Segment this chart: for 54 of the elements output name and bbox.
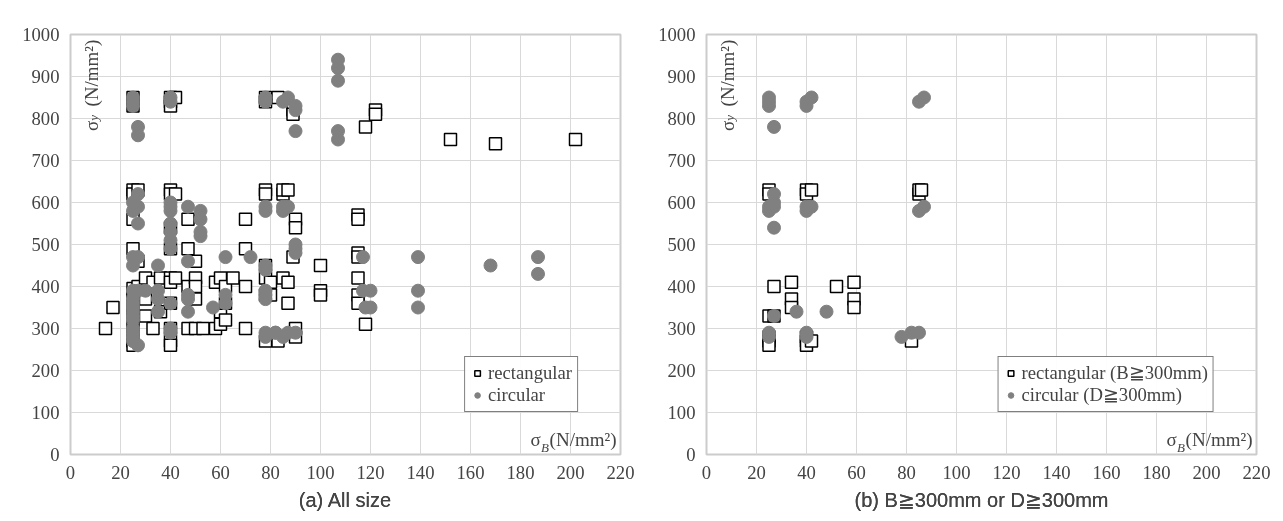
x-tick-label: 0 [701,461,712,483]
y-tick-label: 500 [667,234,696,255]
y-tick-label: 400 [31,276,60,297]
x-tick-label: 60 [211,461,230,483]
y-tick-label: 900 [667,66,696,87]
y-tick-label: 700 [31,150,60,171]
y-tick-label: 1000 [22,24,60,45]
y-tick-label: 200 [667,360,696,381]
x-tick-label: 20 [111,461,130,483]
x-tick-label: 220 [606,461,635,483]
x-tick-label: 140 [406,461,435,483]
x-tick-label: 200 [556,461,585,483]
y-tick-label: 300 [667,318,696,339]
x-tick-label: 40 [797,461,816,483]
x-tick-label: 180 [506,461,535,483]
y-tick-label: 0 [50,444,60,465]
x-tick-label: 160 [456,461,485,483]
y-tick-label: 100 [667,402,696,423]
x-tick-label: 60 [847,461,866,483]
x-tick-label: 220 [1242,461,1271,483]
y-tick-label: 1000 [658,24,696,45]
y-tick-label: 600 [31,192,60,213]
x-tick-label: 100 [306,461,335,483]
legend-label: rectangular (B≧300mm) [1021,362,1208,384]
text: (b) B≧300mm or D≧300mm [854,488,1109,511]
x-tick-label: 20 [747,461,766,483]
y-tick-label: 900 [31,66,60,87]
text: (a) All size [298,488,392,511]
y-axis-title: σy (N/mm²) [80,39,103,132]
y-tick-label: 200 [31,360,60,381]
x-tick-label: 80 [897,461,916,483]
x-tick-label: 200 [1192,461,1221,483]
legend-label: circular (D≧300mm) [1021,384,1183,406]
y-axis-title: σy (N/mm²) [716,39,739,132]
x-tick-label: 0 [65,461,76,483]
y-tick-label: 700 [667,150,696,171]
x-tick-label: 140 [1042,461,1071,483]
y-tick-label: 500 [31,234,60,255]
legend-label: rectangular [488,362,572,384]
y-tick-label: 100 [31,402,60,423]
x-tick-label: 120 [356,461,385,483]
x-tick-label: 160 [1092,461,1121,483]
y-tick-label: 0 [686,444,696,465]
x-tick-label: 40 [161,461,180,483]
y-tick-label: 600 [667,192,696,213]
y-tick-label: 300 [31,318,60,339]
x-tick-label: 100 [942,461,971,483]
legend-label: circular [488,384,546,406]
x-tick-label: 180 [1142,461,1171,483]
y-tick-label: 400 [667,276,696,297]
x-tick-label: 80 [261,461,280,483]
x-tick-label: 120 [992,461,1021,483]
y-tick-label: 800 [31,108,60,129]
y-tick-label: 800 [667,108,696,129]
